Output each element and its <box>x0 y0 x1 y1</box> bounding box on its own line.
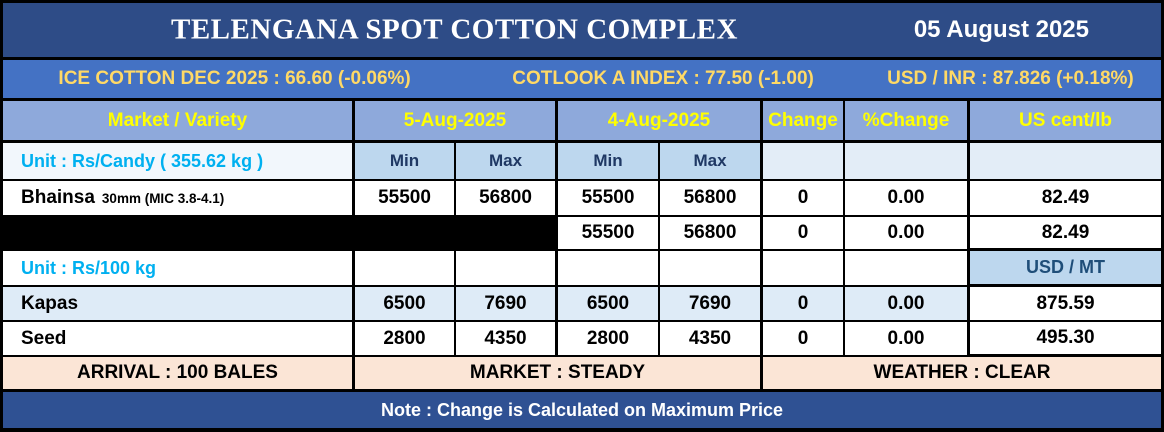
seed-market-cell: Seed <box>3 322 355 357</box>
bhainsa-spec: 30mm (MIC 3.8-4.1) <box>101 190 225 206</box>
kapas-market-cell: Kapas <box>3 287 355 322</box>
redacted-d2max: 56800 <box>660 217 763 251</box>
kapas-d2min: 6500 <box>558 287 660 322</box>
kapas-usd-mt: 875.59 <box>970 287 1161 322</box>
report-date: 05 August 2025 <box>913 16 1089 43</box>
unit-candy-label: Unit : Rs/Candy ( 355.62 kg ) <box>3 143 355 181</box>
day1-min-header: Min <box>355 143 456 181</box>
seed-usd-mt: 495.30 <box>970 322 1161 357</box>
unit100-d1max-empty <box>456 251 558 287</box>
kapas-d2max: 7690 <box>660 287 763 322</box>
bhainsa-d1max: 56800 <box>456 181 558 217</box>
bhainsa-d2max: 56800 <box>660 181 763 217</box>
usd-mt-header: USD / MT <box>970 251 1161 287</box>
bhainsa-pct-change: 0.00 <box>845 181 970 217</box>
unit100-pct-empty <box>845 251 970 287</box>
col-header-market-variety: Market / Variety <box>3 101 355 143</box>
unit100-d2max-empty <box>660 251 763 287</box>
unit100-d1min-empty <box>355 251 456 287</box>
kapas-change: 0 <box>763 287 845 322</box>
kapas-pct-change: 0.00 <box>845 287 970 322</box>
seed-d1max: 4350 <box>456 322 558 357</box>
seed-change: 0 <box>763 322 845 357</box>
unit100-d2min-empty <box>558 251 660 287</box>
col-header-day2: 4-Aug-2025 <box>558 101 763 143</box>
price-table: Market / Variety 5-Aug-2025 4-Aug-2025 C… <box>3 101 1161 392</box>
col-header-day1: 5-Aug-2025 <box>355 101 558 143</box>
seed-d1min: 2800 <box>355 322 456 357</box>
col-header-change: Change <box>763 101 845 143</box>
arrival-status: ARRIVAL : 100 BALES <box>3 357 355 392</box>
redacted-d2min: 55500 <box>558 217 660 251</box>
redacted-change: 0 <box>763 217 845 251</box>
redacted-market-cell <box>3 217 558 251</box>
pct-change-subcell <box>845 143 970 181</box>
bhainsa-d2min: 55500 <box>558 181 660 217</box>
ticker-ice-cotton: ICE COTTON DEC 2025 : 66.60 (-0.06%) <box>58 68 411 89</box>
footer-note-bar: Note : Change is Calculated on Maximum P… <box>3 392 1161 428</box>
ticker-usd-inr: USD / INR : 87.826 (+0.18%) <box>887 68 1134 89</box>
day1-max-header: Max <box>456 143 558 181</box>
ticker-cotlook-index: COTLOOK A INDEX : 77.50 (-1.00) <box>512 68 814 89</box>
footer-note: Note : Change is Calculated on Maximum P… <box>380 399 784 420</box>
seed-pct-change: 0.00 <box>845 322 970 357</box>
bhainsa-us-cent: 82.49 <box>970 181 1161 217</box>
day2-min-header: Min <box>558 143 660 181</box>
seed-d2max: 4350 <box>660 322 763 357</box>
ticker-bar: ICE COTTON DEC 2025 : 66.60 (-0.06%) COT… <box>3 60 1161 101</box>
weather-status: WEATHER : CLEAR <box>763 357 1161 392</box>
kapas-d1max: 7690 <box>456 287 558 322</box>
kapas-d1min: 6500 <box>355 287 456 322</box>
bhainsa-name: Bhainsa <box>21 187 95 208</box>
market-status: MARKET : STEADY <box>355 357 763 392</box>
bhainsa-change: 0 <box>763 181 845 217</box>
bhainsa-market-cell: Bhainsa 30mm (MIC 3.8-4.1) <box>3 181 355 217</box>
col-header-pct-change: %Change <box>845 101 970 143</box>
change-subcell <box>763 143 845 181</box>
day2-max-header: Max <box>660 143 763 181</box>
redacted-us-cent: 82.49 <box>970 217 1161 251</box>
us-cent-subcell <box>970 143 1161 181</box>
seed-d2min: 2800 <box>558 322 660 357</box>
bhainsa-d1min: 55500 <box>355 181 456 217</box>
unit100-change-empty <box>763 251 845 287</box>
redacted-pct-change: 0.00 <box>845 217 970 251</box>
page-title: TELENGANA SPOT COTTON COMPLEX <box>171 13 738 46</box>
title-bar: TELENGANA SPOT COTTON COMPLEX 05 August … <box>3 3 1161 60</box>
unit-100kg-label: Unit : Rs/100 kg <box>3 251 355 287</box>
col-header-us-cent: US cent/lb <box>970 101 1161 143</box>
